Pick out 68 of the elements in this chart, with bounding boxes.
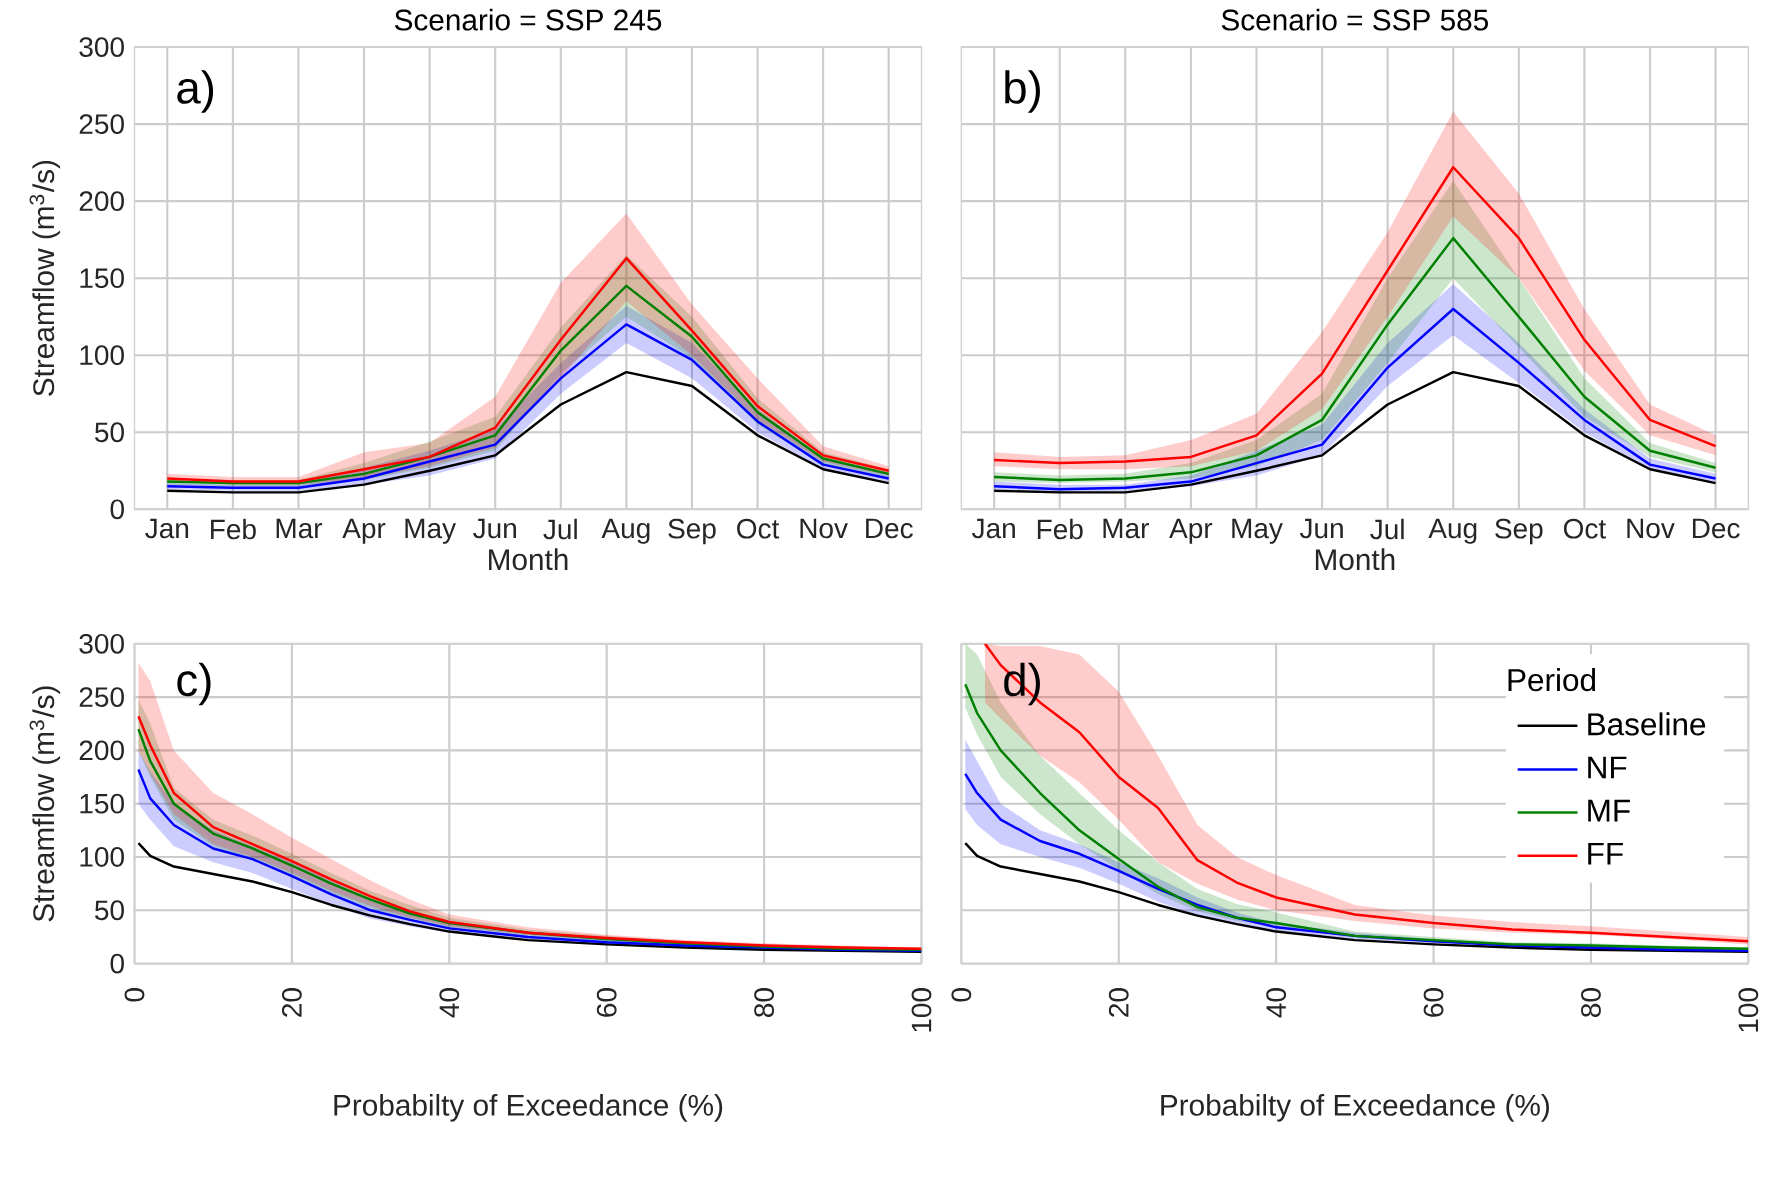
x-tick-label: Oct (1563, 518, 1606, 539)
y-tick-label: 250 (79, 114, 124, 135)
y-tick-label: 50 (94, 900, 124, 921)
x-tick-label: 80 (1581, 988, 1601, 1018)
chart-title: Scenario = SSP 245 (394, 8, 662, 31)
y-tick-label: 150 (80, 268, 124, 289)
x-tick-label: 40 (1266, 988, 1287, 1018)
y-tick-label: 300 (79, 634, 124, 654)
x-tick-label: 60 (596, 988, 617, 1017)
x-axis-title: Month (1315, 548, 1395, 571)
x-tick-label: 0 (124, 988, 145, 1002)
y-tick-label: 0 (110, 953, 124, 974)
x-tick-label: Mar (1103, 518, 1149, 539)
x-tick-label: 40 (439, 988, 460, 1018)
y-tick-label: 100 (80, 345, 124, 366)
chart-title: Scenario = SSP 585 (1221, 8, 1488, 31)
x-tick-label: Oct (737, 518, 780, 539)
x-tick-label: Aug (1428, 518, 1477, 544)
x-tick-label: 20 (281, 988, 302, 1017)
y-tick-label: 250 (79, 687, 124, 708)
y-axis-title: Streamflow (m$^{3}$/s) (29, 161, 61, 397)
x-tick-label: 0 (951, 988, 972, 1002)
annotation: a) (177, 70, 214, 113)
x-tick-label: 100 (911, 988, 932, 1032)
legend-label: MF (1588, 799, 1630, 822)
x-tick-label: Nov (800, 518, 848, 539)
x-tick-label: Sep (1495, 518, 1543, 545)
x-tick-label: 80 (754, 988, 775, 1018)
x-tick-label: Dec (866, 518, 913, 539)
x-tick-label: Jan (145, 518, 189, 539)
y-tick-label: 100 (80, 847, 124, 868)
line-series (166, 371, 890, 494)
x-tick-label: Feb (211, 518, 256, 540)
x-tick-label: Jul (543, 518, 577, 540)
x-tick-label: Jun (473, 518, 516, 539)
x-tick-label: Jun (1299, 518, 1343, 539)
x-tick-label: Nov (1627, 518, 1675, 539)
x-tick-label: 60 (1423, 988, 1444, 1017)
x-axis-title: Probabilty of Exceedance (%) (334, 1094, 723, 1122)
x-tick-label: 100 (1738, 988, 1759, 1032)
x-axis-title: Probabilty of Exceedance (%) (1161, 1094, 1549, 1122)
line-series (137, 842, 922, 954)
x-tick-label: Apr (342, 518, 386, 544)
x-tick-label: 20 (1108, 988, 1129, 1017)
x-tick-label: Apr (1169, 518, 1213, 544)
legend-label: Baseline (1588, 712, 1706, 736)
annotation: c) (177, 662, 211, 706)
x-tick-label: Sep (668, 518, 716, 545)
x-tick-label: Jan (972, 518, 1015, 539)
x-tick-label: Aug (601, 518, 650, 544)
y-tick-label: 50 (94, 422, 124, 443)
x-tick-label: Jul (1370, 518, 1404, 540)
y-tick-label: 0 (110, 499, 124, 520)
y-tick-label: 150 (80, 793, 124, 814)
y-tick-label: 200 (79, 191, 124, 212)
x-tick-label: Mar (276, 518, 323, 539)
x-axis-title: Month (489, 548, 568, 571)
y-tick-label: 200 (79, 740, 124, 761)
annotation: b) (1005, 70, 1040, 113)
x-tick-label: May (1232, 518, 1283, 544)
x-tick-label: Feb (1037, 518, 1083, 540)
x-tick-label: Dec (1692, 518, 1740, 539)
legend-title: Period (1508, 668, 1595, 692)
y-axis-title: Streamflow (m$^{3}$/s) (29, 686, 61, 922)
legend-label: NF (1588, 756, 1627, 779)
x-tick-label: May (405, 518, 457, 544)
legend-label: FF (1588, 843, 1623, 865)
y-tick-label: 300 (79, 37, 124, 58)
